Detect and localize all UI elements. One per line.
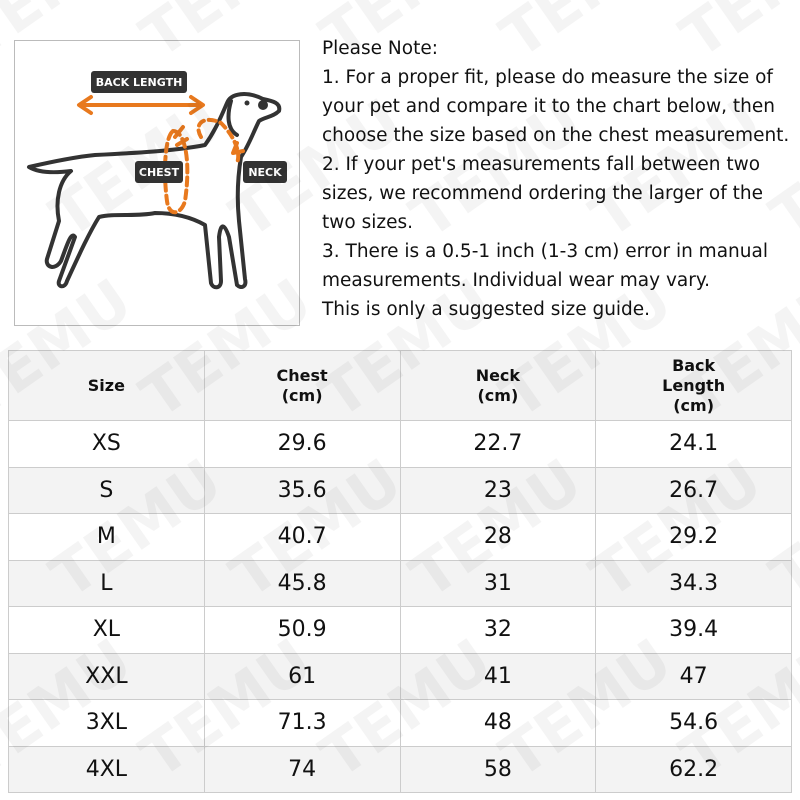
note-title: Please Note:: [322, 38, 438, 59]
table-row: XS 29.6 22.7 24.1: [8, 420, 792, 468]
table-row: S 35.6 23 26.7: [8, 466, 792, 514]
table-row: M 40.7 28 29.2: [8, 513, 792, 561]
header-line: Neck: [475, 365, 521, 385]
label-box: [243, 161, 287, 183]
header-cell: Neck (cm): [399, 350, 597, 421]
table-cell: 31: [399, 559, 597, 607]
note-paragraph: This is only a suggested size guide.: [322, 299, 651, 320]
header-line: Back: [672, 355, 716, 375]
note: Please Note: 1. For a proper fit, please…: [322, 34, 796, 324]
table-cell: L: [8, 559, 205, 607]
table-cell: 45.8: [203, 559, 401, 607]
table-cell: 32: [399, 606, 597, 654]
table-cell: 54.6: [595, 699, 792, 747]
label-box: [91, 71, 187, 93]
table-cell: 35.6: [203, 466, 401, 514]
diagram-label: NECK: [248, 166, 282, 179]
table-cell: XS: [8, 420, 205, 468]
table-cell: 28: [399, 513, 597, 561]
table-cell: 4XL: [8, 745, 205, 793]
header-cell: Size: [8, 350, 205, 421]
table-cell: 62.2: [595, 745, 792, 793]
table-cell: 23: [399, 466, 597, 514]
table-cell: M: [8, 513, 205, 561]
header-row: Size Chest (cm) Neck (cm) Back Length (cm): [8, 350, 792, 421]
table-cell: 47: [595, 652, 792, 700]
size-table: Size Chest (cm) Neck (cm) Back Length (cm) XS 29.…: [8, 350, 792, 793]
header-line: Length: [662, 375, 726, 395]
table-cell: 29.2: [595, 513, 792, 561]
table-cell: XXL: [8, 652, 205, 700]
note-paragraph: 3. There is a 0.5-1 inch (1-3 cm) error …: [322, 241, 768, 291]
table-cell: 61: [203, 652, 401, 700]
header-cell: Back Length (cm): [595, 350, 792, 421]
table-row: L 45.8 31 34.3: [8, 559, 792, 607]
table-cell: 24.1: [595, 420, 792, 468]
table-body: XS 29.6 22.7 24.1 S 35.6 23 26.7 M 40.7 28 29.2 L 45.…: [8, 420, 792, 793]
dog-diagram: BACK LENGTH CHEST NECK: [14, 40, 300, 326]
table-cell: 39.4: [595, 606, 792, 654]
table-cell: 34.3: [595, 559, 792, 607]
table-cell: 71.3: [203, 699, 401, 747]
table-row: XL 50.9 32 39.4: [8, 606, 792, 654]
header-cell: Chest (cm): [203, 350, 401, 421]
table-cell: 74: [203, 745, 401, 793]
note-paragraph: 2. If your pet's measurements fall betwe…: [322, 154, 764, 233]
table-cell: 3XL: [8, 699, 205, 747]
table-row: 3XL 71.3 48 54.6: [8, 699, 792, 747]
table-cell: XL: [8, 606, 205, 654]
diagram-label: BACK LENGTH: [96, 76, 183, 89]
diagram-label: CHEST: [139, 166, 180, 179]
table-cell: 22.7: [399, 420, 597, 468]
header-line: (cm): [281, 385, 323, 405]
table-row: 4XL 74 58 62.2: [8, 745, 792, 793]
table-cell: 48: [399, 699, 597, 747]
table-cell: 29.6: [203, 420, 401, 468]
header-line: (cm): [477, 385, 519, 405]
table-cell: 41: [399, 652, 597, 700]
table-row: XXL 61 41 47: [8, 652, 792, 700]
table-cell: 50.9: [203, 606, 401, 654]
dog-illustration: BACK LENGTH CHEST NECK: [27, 71, 287, 290]
header-line: Size: [87, 375, 125, 395]
table-cell: 58: [399, 745, 597, 793]
label-box: [135, 161, 183, 183]
header-line: (cm): [673, 395, 715, 415]
table-cell: 26.7: [595, 466, 792, 514]
note-paragraph: 1. For a proper fit, please do measure t…: [322, 67, 790, 146]
table-cell: S: [8, 466, 205, 514]
table-cell: 40.7: [203, 513, 401, 561]
header-line: Chest: [276, 365, 328, 385]
